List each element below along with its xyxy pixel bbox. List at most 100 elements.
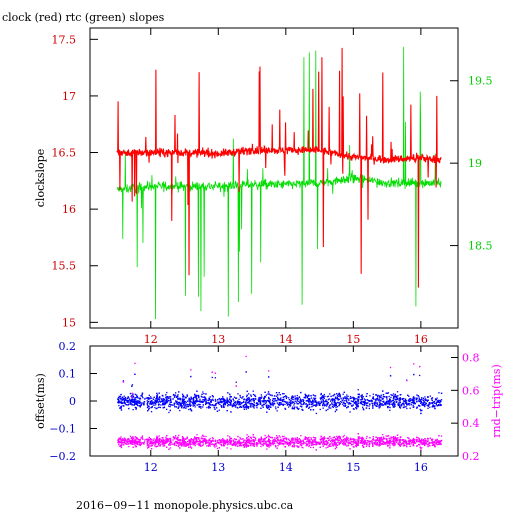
scatter-point [209,445,211,447]
scatter-point [268,396,270,399]
scatter-point [205,401,207,403]
scatter-point [275,440,277,442]
scatter-point [232,439,234,441]
scatter-point [203,435,205,438]
scatter-point [271,394,273,396]
scatter-point [279,394,281,396]
scatter-point [360,402,362,405]
scatter-point [420,399,422,401]
scatter-point [400,439,402,441]
scatter-point [265,441,267,443]
scatter-point [344,438,346,440]
clock-slope-series-line [116,47,442,288]
scatter-point [278,401,280,404]
scatter-point [134,441,136,443]
scatter-point [389,375,392,377]
scatter-point [161,404,164,406]
scatter-point [210,441,212,443]
scatter-point [335,446,338,449]
scatter-point [282,396,284,398]
scatter-point [435,401,438,403]
scatter-point [349,395,352,398]
scatter-point [156,399,158,402]
scatter-point [255,403,257,405]
scatter-point [296,442,298,444]
scatter-point [297,403,300,405]
scatter-point [217,401,219,403]
scatter-point [396,391,399,393]
scatter-point [378,400,380,402]
scatter-point [314,395,317,397]
offset-scatter-series [117,371,443,415]
scatter-point [306,440,308,442]
scatter-point [362,396,364,398]
scatter-point [199,399,201,402]
scatter-point [409,440,412,442]
scatter-point [221,441,223,443]
scatter-point [245,444,248,446]
scatter-point [302,400,304,403]
scatter-point [397,395,399,397]
scatter-point [414,403,416,405]
scatter-point [272,443,274,445]
scatter-point [264,400,267,402]
scatter-point [372,442,374,444]
scatter-point [378,438,381,440]
scatter-point [320,440,322,443]
scatter-point [436,441,439,443]
scatter-point [178,441,180,444]
scatter-point [378,443,381,445]
scatter-point [355,401,358,403]
scatter-point [133,439,135,441]
scatter-point [253,441,255,443]
scatter-point [436,397,438,399]
scatter-point [315,444,317,446]
scatter-point [367,440,369,442]
scatter-point [418,405,420,407]
scatter-point [413,406,415,408]
scatter-point [429,403,431,405]
scatter-point [323,436,325,438]
scatter-point [229,436,231,438]
scatter-point [140,395,142,397]
scatter-point [130,443,132,445]
scatter-point [169,398,172,400]
scatter-point [156,436,159,438]
scatter-point [335,443,337,445]
scatter-point [119,407,121,409]
scatter-point [248,393,250,395]
scatter-point [376,397,379,399]
scatter-point [258,438,260,440]
scatter-point [422,443,424,446]
scatter-point [236,406,239,409]
scatter-point [175,441,178,443]
scatter-point [184,396,186,398]
scatter-point [190,438,192,440]
scatter-point [412,400,415,403]
scatter-point [152,398,155,400]
top-right-y-tick-label: 19.5 [468,75,493,88]
scatter-point [343,442,345,444]
scatter-point [232,405,234,407]
scatter-point [158,440,160,443]
scatter-point [245,406,247,409]
scatter-point [389,445,391,447]
scatter-point [138,400,140,402]
scatter-point [299,439,301,441]
scatter-point [208,445,210,447]
scatter-point [248,406,250,408]
scatter-point [398,403,400,406]
scatter-point [278,442,281,444]
scatter-point [183,401,185,403]
scatter-point [138,442,141,444]
scatter-point [267,406,269,408]
scatter-point [419,400,421,402]
scatter-point [380,440,382,442]
scatter-point [252,400,254,402]
scatter-point [169,437,172,440]
scatter-point [260,394,262,396]
scatter-point [229,437,231,439]
scatter-point [320,442,322,444]
scatter-point [245,446,247,448]
